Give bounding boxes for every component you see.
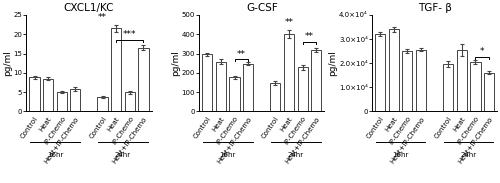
Text: 16hr: 16hr	[392, 152, 409, 158]
Title: CXCL1/KC: CXCL1/KC	[64, 3, 114, 13]
Bar	[124, 92, 135, 111]
Bar	[402, 51, 412, 111]
Bar	[216, 62, 226, 111]
Bar	[43, 79, 53, 111]
Bar	[456, 50, 467, 111]
Text: 16hr: 16hr	[46, 152, 63, 158]
Bar	[98, 97, 108, 111]
Bar	[70, 89, 80, 111]
Text: **: **	[284, 18, 294, 27]
Text: **: **	[98, 13, 107, 22]
Bar	[202, 55, 212, 111]
Bar	[375, 34, 386, 111]
Text: 24hr: 24hr	[115, 152, 131, 158]
Bar	[230, 77, 239, 111]
Bar	[443, 64, 454, 111]
Y-axis label: pg/ml: pg/ml	[171, 50, 180, 76]
Bar	[30, 77, 40, 111]
Text: 24hr: 24hr	[460, 152, 476, 158]
Bar	[484, 73, 494, 111]
Text: 16hr: 16hr	[220, 152, 236, 158]
Text: 24hr: 24hr	[288, 152, 304, 158]
Bar	[270, 83, 280, 111]
Text: ***: ***	[123, 30, 136, 39]
Y-axis label: pg/ml: pg/ml	[3, 50, 12, 76]
Bar	[243, 64, 254, 111]
Bar	[311, 50, 322, 111]
Bar	[284, 34, 294, 111]
Text: **: **	[237, 50, 246, 59]
Bar	[388, 29, 399, 111]
Text: **: **	[305, 32, 314, 41]
Bar	[470, 62, 480, 111]
Y-axis label: pg/ml: pg/ml	[328, 50, 338, 76]
Text: *: *	[480, 48, 484, 57]
Bar	[138, 48, 148, 111]
Bar	[56, 92, 67, 111]
Title: G-CSF: G-CSF	[246, 3, 278, 13]
Title: TGF- β: TGF- β	[418, 3, 452, 13]
Bar	[111, 28, 122, 111]
Bar	[416, 50, 426, 111]
Bar	[298, 67, 308, 111]
